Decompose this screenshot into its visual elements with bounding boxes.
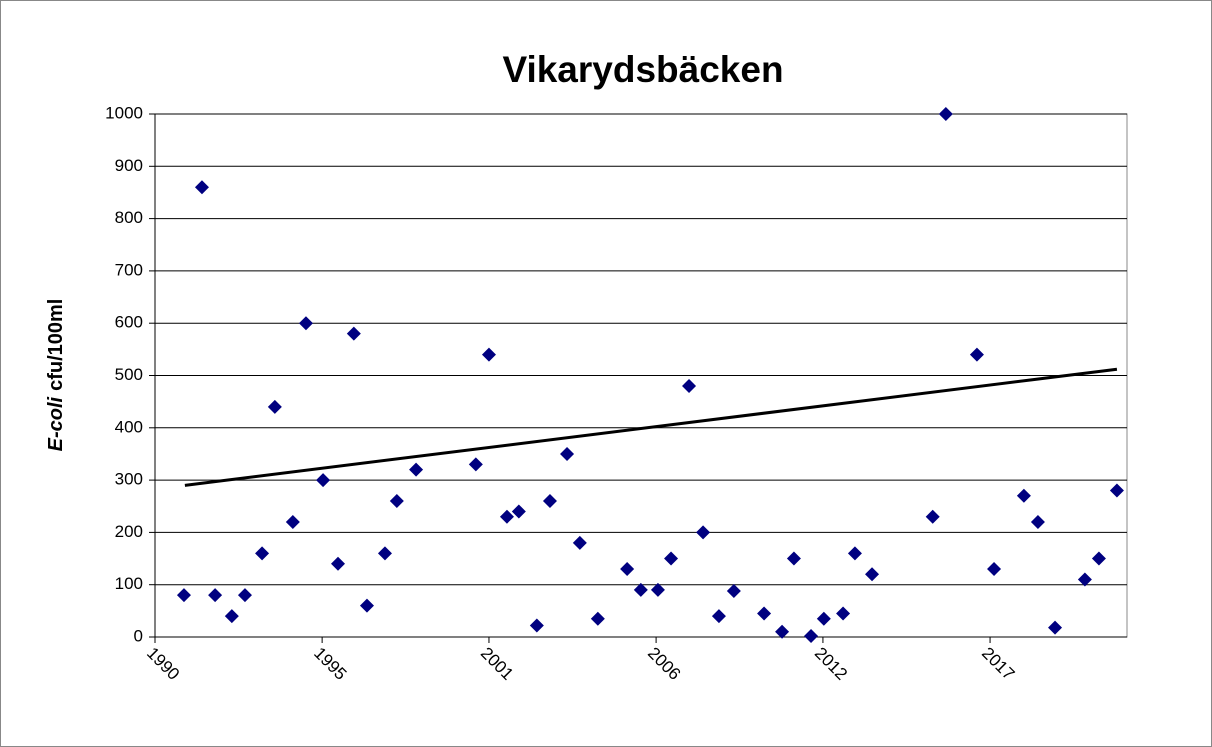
data-point [377,546,392,561]
data-point [298,316,313,331]
chart-title: Vikarydsbäcken [502,49,783,90]
data-point [346,326,361,341]
data-point [925,509,940,524]
y-tick-label: 0 [134,626,143,645]
y-tick-label: 1000 [105,103,143,122]
data-point [816,611,831,626]
data-point [194,180,209,195]
data-point [1030,514,1045,529]
data-point [237,588,252,603]
data-point [176,588,191,603]
y-tick-label: 900 [115,156,143,175]
data-point [682,378,697,393]
data-point [865,567,880,582]
y-axis-label: E-coli cfu/100ml [45,299,67,452]
data-point [664,551,679,566]
data-point [542,494,557,509]
data-point [560,446,575,461]
y-tick-label: 700 [115,260,143,279]
data-point [208,588,223,603]
data-point [590,611,605,626]
data-point [969,347,984,362]
data-point [224,609,239,624]
data-point [711,609,726,624]
data-point [499,509,514,524]
data-point [786,551,801,566]
data-point [468,457,483,472]
data-point [650,582,665,597]
y-tick-label: 200 [115,522,143,541]
data-point [481,347,496,362]
data-point [359,598,374,613]
data-point [804,628,819,643]
data-point [696,525,711,540]
data-point [572,535,587,550]
y-tick-label: 500 [115,365,143,384]
data-point [726,583,741,598]
data-point [1016,488,1031,503]
y-tick-label: 300 [115,470,143,489]
trendline [184,367,1118,487]
data-point [409,462,424,477]
data-point [620,562,635,577]
data-point [255,546,270,561]
data-point [330,556,345,571]
data-point [847,546,862,561]
data-point [633,582,648,597]
data-point [757,606,772,621]
data-point [529,618,544,633]
y-axis-label-italic: E-coli [45,396,67,451]
data-point [1077,572,1092,587]
data-point [285,514,300,529]
data-point [836,606,851,621]
data-point [267,399,282,414]
data-point [987,562,1002,577]
data-point [316,473,331,488]
data-point [1091,551,1106,566]
data-point [1048,620,1063,635]
data-point [775,624,790,639]
data-point [389,494,404,509]
data-point [1109,483,1124,498]
y-tick-label: 600 [115,313,143,332]
data-point [511,504,526,519]
data-point [938,107,953,121]
y-axis-label-unit: cfu/100ml [45,299,67,391]
y-tick-label: 400 [115,417,143,436]
y-tick-label: 800 [115,208,143,227]
y-tick-label: 100 [115,574,143,593]
